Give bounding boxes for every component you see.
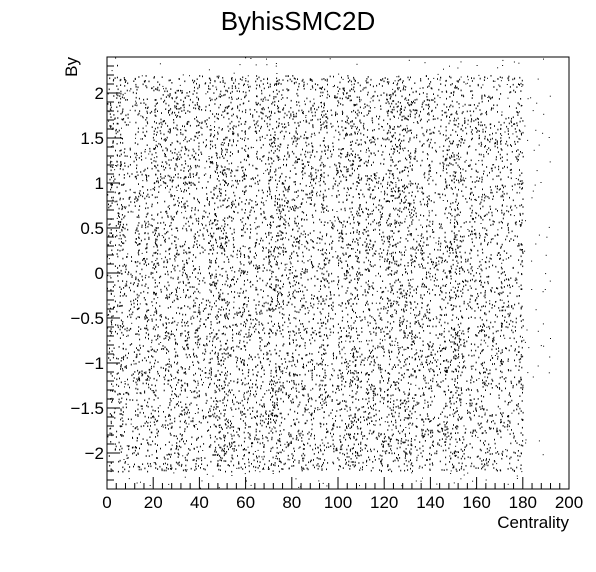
x-tick-label: 0 bbox=[102, 493, 111, 512]
y-tick-label: 1 bbox=[95, 174, 104, 193]
x-tick-label: 80 bbox=[282, 493, 301, 512]
x-axis-label: Centrality bbox=[497, 513, 569, 532]
y-axis: −2 −1.5 −1 −0.5 0 0.5 1 1.5 2 bbox=[70, 56, 120, 490]
x-tick-label: 60 bbox=[236, 493, 255, 512]
y-tick-label: −2 bbox=[85, 444, 104, 463]
x-tick-label: 180 bbox=[509, 493, 537, 512]
scatter-points bbox=[107, 57, 551, 490]
x-tick-label: 140 bbox=[416, 493, 444, 512]
y-tick-label: −0.5 bbox=[70, 309, 104, 328]
x-tick-label: 40 bbox=[190, 493, 209, 512]
y-tick-label: −1.5 bbox=[70, 399, 104, 418]
x-axis: 0 20 40 60 80 100 120 140 160 180 200 bbox=[102, 477, 583, 512]
y-tick-label: −1 bbox=[85, 354, 104, 373]
y-tick-label: 0.5 bbox=[80, 219, 104, 238]
y-tick-label: 0 bbox=[95, 264, 104, 283]
y-tick-label: 2 bbox=[95, 84, 104, 103]
x-tick-label: 100 bbox=[324, 493, 352, 512]
x-tick-label: 200 bbox=[555, 493, 583, 512]
x-tick-label: 160 bbox=[462, 493, 490, 512]
y-tick-label: 1.5 bbox=[80, 129, 104, 148]
y-axis-label: By bbox=[62, 57, 81, 77]
x-tick-label: 120 bbox=[370, 493, 398, 512]
chart-title: ByhisSMC2D bbox=[221, 6, 376, 36]
x-tick-label: 20 bbox=[144, 493, 163, 512]
